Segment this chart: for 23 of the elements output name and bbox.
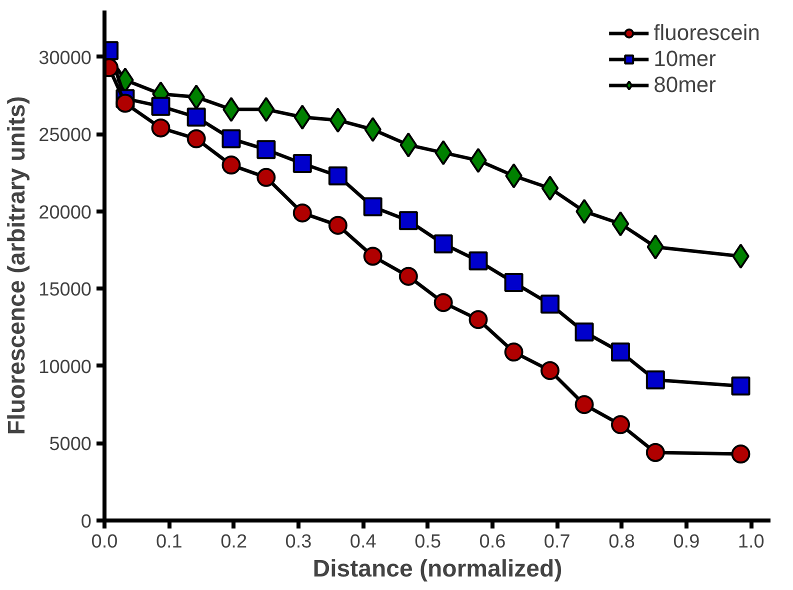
- x-tick-label: 0.7: [544, 532, 570, 552]
- x-tick-label: 0.6: [479, 532, 506, 552]
- y-tick-label: 15000: [38, 280, 92, 301]
- x-tick-label: 0.4: [350, 532, 377, 552]
- x-tick-label: 0.8: [608, 532, 635, 552]
- x-tick-label: 0.5: [414, 532, 442, 552]
- y-tick-label: 20000: [38, 202, 92, 224]
- x-tick-label: 0.2: [220, 532, 248, 552]
- y-tick-label: 0: [80, 512, 92, 532]
- legend-label: 80mer: [654, 72, 716, 98]
- y-tick-label: 25000: [38, 125, 92, 146]
- x-tick-label: 0.0: [91, 532, 118, 552]
- legend-label: fluorescein: [654, 20, 760, 46]
- y-tick-label: 30000: [38, 48, 92, 69]
- x-tick-label: 0.1: [156, 532, 182, 552]
- legend-label: 10mer: [654, 46, 716, 72]
- y-tick-label: 5000: [49, 434, 92, 456]
- y-tick-label: 10000: [38, 356, 92, 378]
- x-tick-label: 0.9: [673, 532, 700, 552]
- x-tick-label: 0.3: [285, 532, 312, 552]
- x-axis-title: Distance (normalized): [312, 556, 562, 582]
- y-axis-title: Fluorescence (arbitrary units): [4, 96, 31, 435]
- x-tick-label: 1.0: [738, 532, 764, 552]
